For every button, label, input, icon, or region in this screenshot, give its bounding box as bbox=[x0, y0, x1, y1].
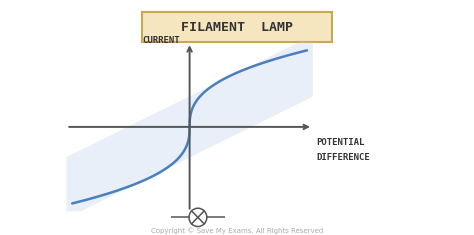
Text: FILAMENT  LAMP: FILAMENT LAMP bbox=[181, 20, 293, 34]
Text: Copyright © Save My Exams. All Rights Reserved: Copyright © Save My Exams. All Rights Re… bbox=[151, 227, 323, 234]
Polygon shape bbox=[66, 42, 313, 212]
Text: CURRENT: CURRENT bbox=[143, 36, 180, 45]
Text: DIFFERENCE: DIFFERENCE bbox=[316, 153, 370, 162]
Text: POTENTIAL: POTENTIAL bbox=[316, 138, 365, 147]
